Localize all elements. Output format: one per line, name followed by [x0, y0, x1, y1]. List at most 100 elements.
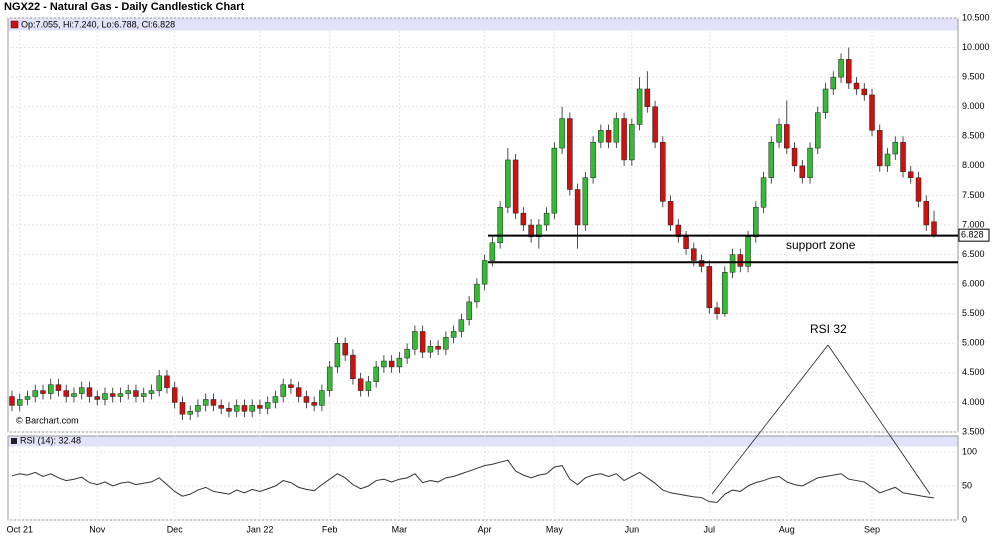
candle-body [683, 236, 689, 249]
candle-body [102, 393, 108, 400]
candle-body [171, 387, 178, 403]
candle-body [877, 130, 883, 167]
candle-body [140, 393, 147, 397]
candle-body [295, 387, 302, 397]
candle-body [47, 384, 54, 394]
candle-body [497, 207, 503, 243]
candle-body [520, 212, 527, 226]
candle-body [505, 159, 511, 208]
candle-body [574, 189, 581, 226]
candle-body [737, 254, 744, 267]
x-tick-label: Mar [392, 524, 408, 534]
candle-body [32, 390, 38, 397]
candle-body [303, 396, 310, 403]
x-tick-label: Aug [779, 524, 795, 534]
y-tick-label: 0 [962, 514, 967, 524]
candle-body [288, 384, 294, 388]
x-tick-label: Jun [625, 524, 640, 534]
candle-body [729, 254, 736, 273]
candle-body [9, 396, 15, 406]
x-tick-label: May [546, 524, 564, 534]
candle-body [706, 266, 713, 309]
legend-bar [8, 18, 958, 31]
candle-body [660, 141, 666, 202]
x-tick-label: Jan 22 [246, 524, 273, 534]
candle-body [179, 402, 186, 415]
candle-body [481, 260, 488, 285]
rsi-legend-swatch [11, 438, 17, 444]
candle-body [233, 405, 240, 412]
candle-body [94, 396, 100, 400]
y-tick-label: 5.500 [962, 308, 985, 318]
candle-body [396, 357, 403, 368]
candle-body [280, 384, 286, 397]
candle-body [551, 147, 558, 214]
candle-body [900, 141, 906, 173]
y-tick-label: 10.000 [962, 42, 990, 52]
y-tick-label: 5.000 [962, 338, 985, 348]
candle-body [187, 411, 193, 415]
candle-body [884, 153, 891, 167]
y-tick-label: 9.000 [962, 101, 985, 111]
last-price-box [958, 228, 990, 242]
candle-body [613, 118, 620, 143]
rsi-panel [7, 435, 959, 521]
candle-body [125, 390, 131, 394]
candle-body [698, 260, 705, 267]
candle-body [419, 331, 426, 353]
candle-body [202, 399, 209, 406]
x-tick-label: Apr [478, 524, 492, 534]
triangle-line [711, 344, 829, 495]
candle-body [78, 387, 85, 394]
candle-body [257, 405, 263, 409]
y-tick-label: 9.500 [962, 72, 985, 82]
candle-body [342, 343, 348, 356]
x-tick-label: Dec [167, 524, 184, 534]
candle-body [784, 124, 790, 149]
x-tick-label: Jul [704, 524, 716, 534]
y-tick-label: 4.000 [962, 397, 985, 407]
x-tick-label: Nov [89, 524, 106, 534]
annotation: support zone [786, 238, 856, 252]
y-tick-label: 50 [962, 480, 972, 490]
candle-body [590, 141, 596, 178]
candle-body [117, 393, 124, 397]
candle-body [334, 343, 341, 368]
candle-body [768, 141, 775, 178]
candle-body [629, 124, 635, 161]
candle-body [326, 366, 333, 391]
candle-body [249, 405, 255, 412]
candle-body [373, 366, 379, 382]
candle-body [908, 171, 914, 178]
candle-body [24, 396, 31, 400]
candle-body [55, 384, 62, 391]
chart-title: NGX22 - Natural Gas - Daily Candlestick … [4, 1, 245, 13]
candle-body [559, 118, 565, 149]
y-tick-label: 3.500 [962, 426, 985, 436]
annotation: RSI 32 [810, 322, 847, 336]
candle-body [892, 141, 899, 155]
candle-body [543, 212, 550, 226]
candle-body [799, 165, 806, 178]
y-tick-label: 6.500 [962, 249, 985, 259]
source: © Barchart.com [16, 415, 79, 425]
candle-body [264, 402, 271, 409]
candle-body [652, 106, 658, 143]
candle-body [272, 396, 279, 403]
candle-body [357, 378, 364, 391]
candle-body [815, 112, 821, 149]
x-tick-label: Oct 21 [6, 524, 33, 534]
candle-body [63, 390, 69, 397]
candle-body [388, 360, 395, 368]
candle-body [109, 393, 116, 397]
candle-body [869, 94, 875, 131]
candle-body [621, 118, 627, 161]
candle-body [838, 59, 844, 78]
y-tick-label: 8.500 [962, 131, 985, 141]
y-tick-label: 8.000 [962, 160, 985, 170]
candle-body [195, 405, 201, 412]
candle-body [923, 201, 930, 226]
y-tick-label: 6.000 [962, 279, 985, 289]
legend-swatch [10, 20, 19, 29]
candle-body [853, 82, 860, 90]
